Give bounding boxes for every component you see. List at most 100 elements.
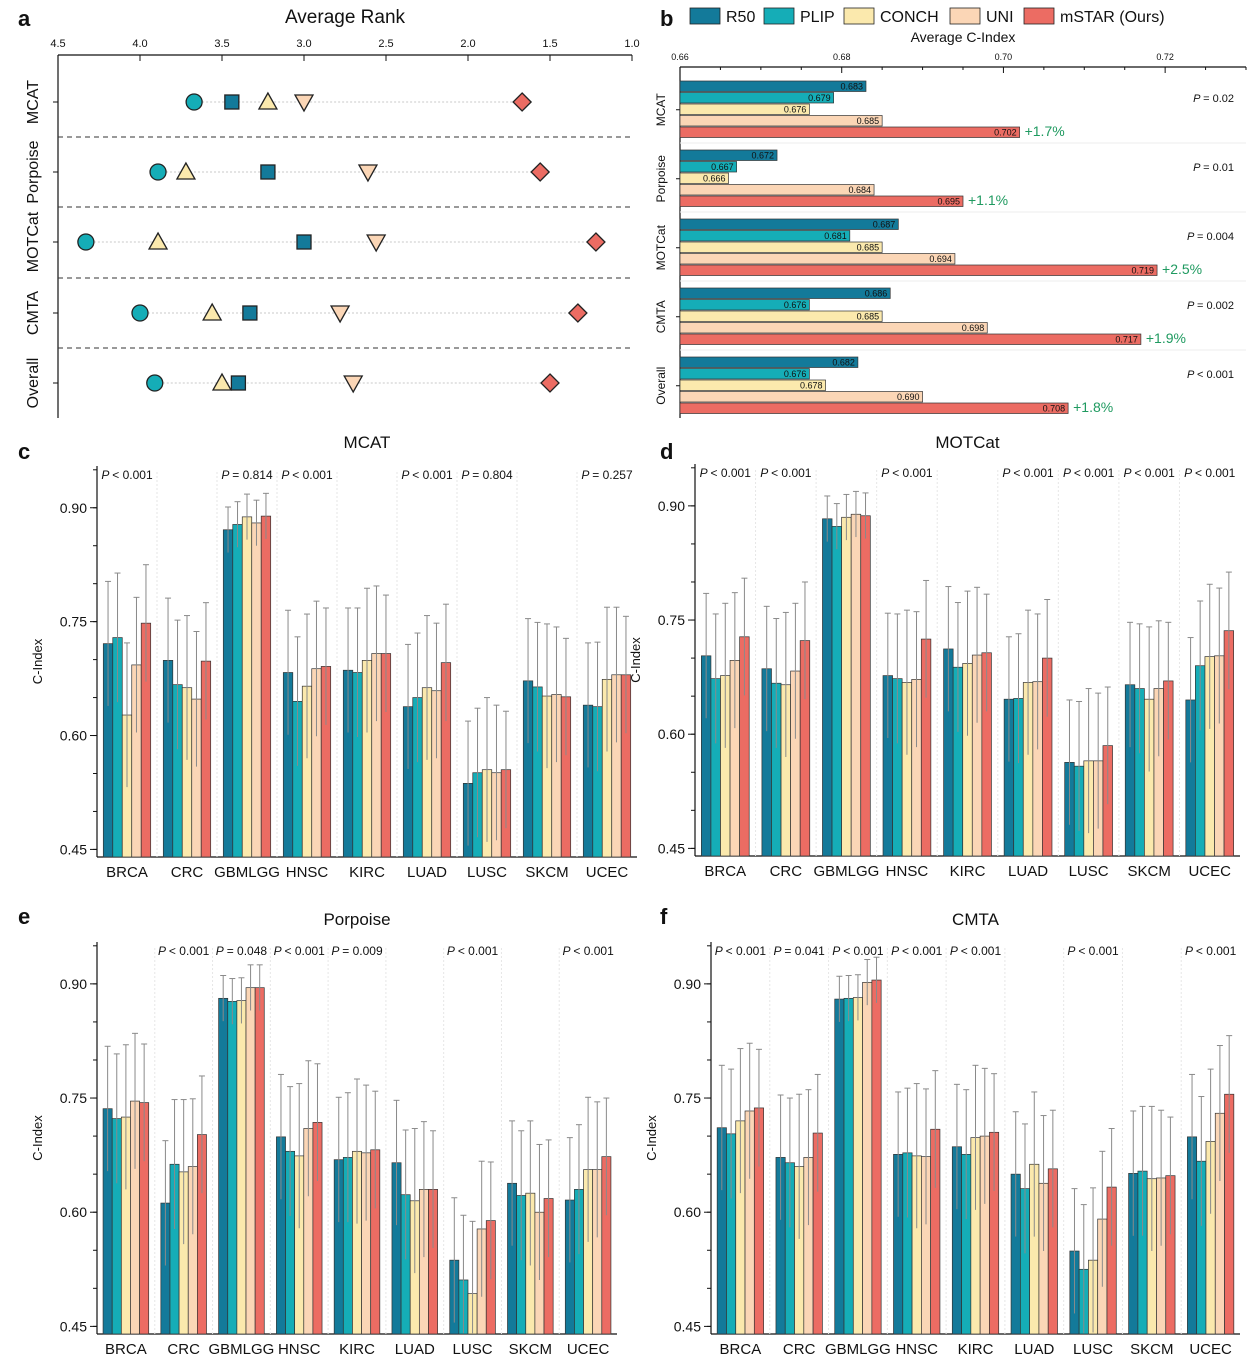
legend-label-uni: UNI (986, 9, 1014, 26)
panel-a-marker-uni (293, 94, 315, 113)
panel-e-category-label: LUSC (453, 1341, 493, 1358)
panel-a-marker-r50 (224, 94, 240, 110)
panel-f-bar-r50 (834, 998, 845, 1335)
panel-a-x-tick-label: 2.0 (460, 38, 475, 50)
panel-e-y-tick-label: 0.75 (60, 1090, 87, 1106)
panel-f-p-value: P < 0.001 (950, 944, 1002, 958)
panel-a-x-tick-label: 3.5 (214, 38, 229, 50)
panel-c-category-label: HNSC (286, 864, 329, 881)
panel-f-y-tick-label: 0.60 (674, 1204, 701, 1220)
panel-f-category-label: HNSC (895, 1341, 938, 1358)
panel-b-bar-uni (679, 391, 923, 403)
panel-a-marker-r50 (230, 375, 247, 391)
legend-label-plip: PLIP (800, 9, 835, 26)
panel-b-bar-conch (679, 310, 883, 322)
panel-b-value-label: 0.708 (1043, 404, 1066, 414)
panel-b-bar-mstar (679, 264, 1158, 276)
panel-c-p-value: P = 0.814 (221, 468, 273, 482)
panel-d-category-label: LUSC (1069, 863, 1109, 880)
panel-a-marker-uni (357, 164, 379, 183)
panel-c-p-value: P = 0.804 (461, 468, 513, 482)
panel-a-x-tick-label: 4.0 (132, 38, 147, 50)
panel-b-group-label: Porpoise (654, 155, 668, 203)
panel-a-x-tick-label: 1.0 (624, 38, 639, 50)
panel-e-p-value: P < 0.001 (447, 944, 499, 958)
panel-a-x-tick-label: 3.0 (296, 38, 311, 50)
panel-letter-c: c (18, 439, 30, 464)
panel-f-y-tick-label: 0.75 (674, 1090, 701, 1106)
panel-d-title: MOTCat (935, 433, 1000, 452)
panel-c-bar-plip (232, 524, 243, 858)
panel-d-p-value: P < 0.001 (881, 466, 933, 480)
panel-f-bar-plip (843, 997, 854, 1335)
panel-b-value-label: 0.676 (784, 369, 807, 379)
panel-b-value-label: 0.682 (832, 358, 855, 368)
panel-b-bar-uni (679, 322, 988, 334)
panel-f-category-label: CRC (783, 1341, 816, 1358)
panel-e-category-label: CRC (167, 1341, 200, 1358)
panel-a-marker-conch (175, 161, 197, 180)
panel-b-value-label: 0.681 (824, 231, 847, 241)
panel-a-marker-plip (146, 374, 164, 392)
panel-b-value-label: 0.676 (784, 105, 807, 115)
panel-a-group-label: CMTA (25, 291, 42, 335)
panel-d-p-value: P < 0.001 (760, 466, 812, 480)
panel-c-bar-r50 (222, 529, 234, 858)
panel-b-value-label: 0.676 (784, 300, 807, 310)
panel-e-y-tick-label: 0.60 (60, 1204, 87, 1220)
panel-f-p-value: P < 0.001 (832, 944, 884, 958)
panel-f-category-label: LUSC (1073, 1341, 1113, 1358)
panel-b-value-label: 0.702 (994, 128, 1017, 138)
panel-b-value-label: 0.679 (808, 93, 831, 103)
panel-d-bar-r50 (822, 518, 833, 857)
panel-letter-b: b (660, 6, 673, 31)
panel-d-y-tick-label: 0.90 (658, 498, 685, 514)
panel-letter-f: f (660, 904, 668, 929)
panel-b-value-label: 0.666 (703, 174, 726, 184)
panel-a-group-label: Porpoise (25, 140, 42, 203)
panel-f-category-label: KIRC (958, 1341, 994, 1358)
panel-a-marker-r50 (260, 164, 276, 180)
panel-d-bar-plip (831, 526, 842, 857)
panel-f-category-label: GBMLGG (825, 1341, 891, 1358)
panel-a-x-tick-label: 4.5 (50, 38, 65, 50)
panel-a-marker-plip (185, 93, 203, 111)
panel-f-p-value: P = 0.041 (774, 944, 826, 958)
panel-d-category-label: SKCM (1127, 863, 1170, 880)
panel-e-category-label: UCEC (567, 1341, 610, 1358)
panel-a-marker-uni (366, 234, 387, 253)
legend-label-conch: CONCH (880, 9, 939, 26)
panel-c-y-tick-label: 0.75 (60, 614, 87, 630)
panel-b-value-label: 0.719 (1132, 266, 1155, 276)
panel-a-group-label: MCAT (25, 80, 42, 124)
panel-f-category-label: BRCA (720, 1341, 762, 1358)
panel-c-p-value: P < 0.001 (401, 468, 453, 482)
panel-c-category-label: KIRC (349, 864, 385, 881)
panel-d-p-value: P < 0.001 (700, 466, 752, 480)
panel-d-p-value: P < 0.001 (1002, 466, 1054, 480)
panel-e-title: Porpoise (323, 910, 390, 929)
panel-b-bar-uni (679, 115, 883, 127)
panel-b-value-label: 0.686 (865, 289, 888, 299)
panel-b-group-label: CMTA (654, 300, 668, 333)
panel-d-category-label: LUAD (1008, 863, 1048, 880)
panel-f-bar-mstar (871, 979, 882, 1335)
panel-e-p-value: P < 0.001 (158, 944, 210, 958)
panel-c-title: MCAT (344, 433, 391, 452)
panel-c-category-label: LUAD (407, 864, 447, 881)
panel-b-bar-mstar (679, 126, 1020, 138)
panel-b-bar-mstar (679, 195, 964, 207)
panel-b-group-label: MOTCat (654, 224, 668, 270)
panel-b-bar-plip (679, 230, 851, 242)
panel-e-category-label: LUAD (395, 1341, 435, 1358)
panel-a-marker-mstar (540, 373, 560, 393)
panel-b-bar-r50 (679, 287, 891, 299)
panel-f-title: CMTA (952, 910, 1000, 929)
panel-e-category-label: HNSC (278, 1341, 321, 1358)
panel-c-p-value: P = 0.257 (581, 468, 633, 482)
panel-b-value-label: 0.717 (1115, 335, 1138, 345)
panel-b-value-label: 0.695 (937, 197, 960, 207)
panel-e-y-label: C-Index (30, 1115, 45, 1161)
legend-swatch-uni (949, 7, 981, 25)
panel-a-marker-r50 (296, 234, 312, 250)
